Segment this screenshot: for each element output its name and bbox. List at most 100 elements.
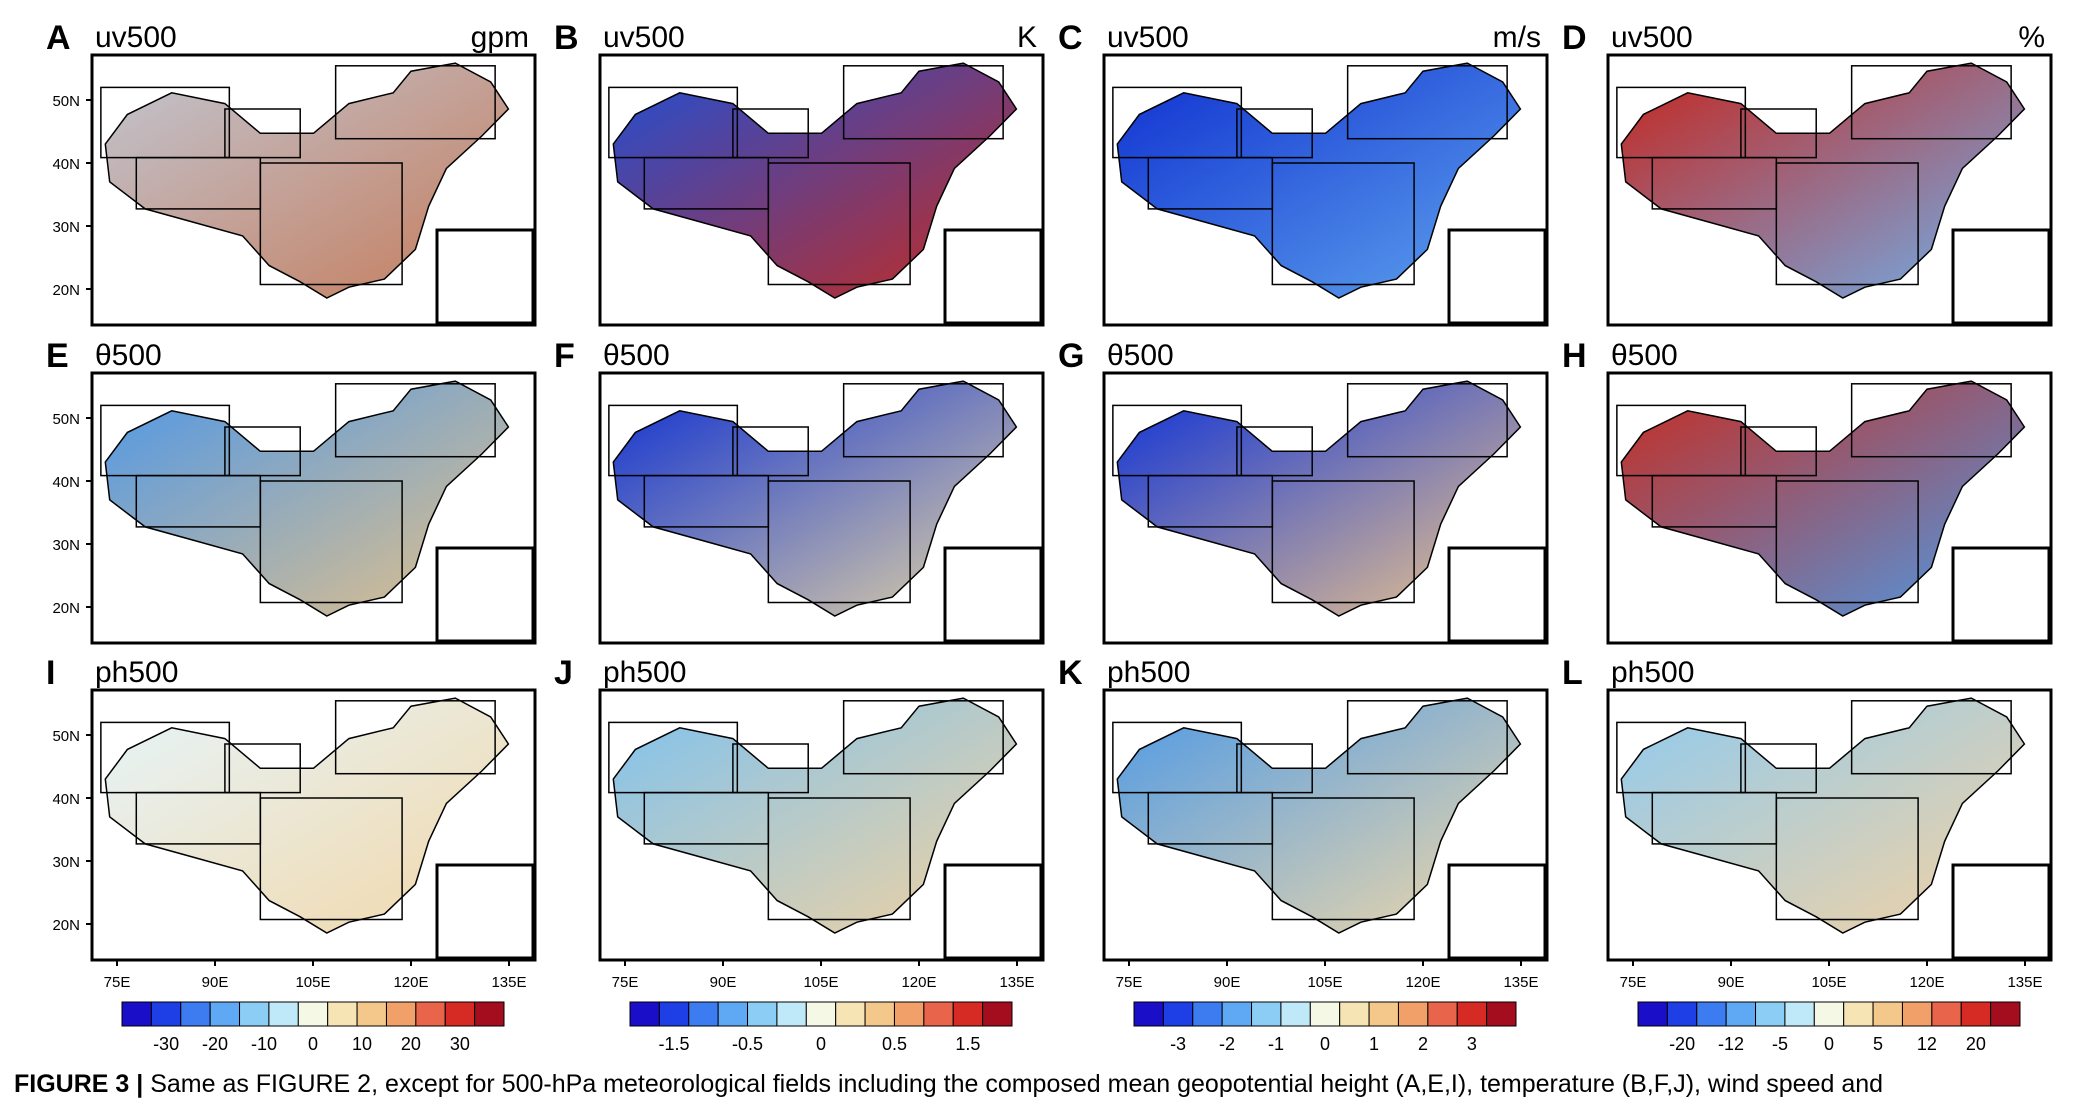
lon-label: 90E — [710, 974, 737, 991]
colorbar-label: 20 — [401, 1034, 421, 1054]
region-box — [1271, 797, 1415, 921]
lat-label: 20N — [52, 282, 80, 299]
panel-letter: G — [1058, 337, 1084, 375]
panel-letter: A — [46, 19, 71, 57]
colorbar-swatch — [1339, 1001, 1370, 1027]
colorbar-label: 5 — [1873, 1034, 1883, 1054]
colorbar-swatch — [1309, 1001, 1341, 1027]
colorbar-label: -20 — [1669, 1034, 1695, 1054]
colorbar-label: 0.5 — [882, 1034, 907, 1054]
panel-title: ph500 — [603, 656, 686, 689]
region-box — [1147, 474, 1274, 528]
colorbar-label: -1.5 — [659, 1034, 690, 1054]
colorbar-swatch — [835, 1001, 866, 1027]
colorbar-swatch — [1784, 1001, 1815, 1027]
colorbar-swatch — [1960, 1001, 1992, 1027]
map-panel-i: 50N 40N 30N 20N 75E 90E 105E 120E 135E I ph500 — [46, 654, 537, 991]
colorbar-swatch — [1843, 1001, 1874, 1027]
colorbar-swatch — [1192, 1001, 1223, 1027]
panel-letter: B — [554, 19, 579, 57]
colorbar-swatch — [385, 1001, 417, 1027]
region-box — [135, 474, 262, 528]
colorbar-label: -12 — [1718, 1034, 1744, 1054]
colorbar-swatch — [658, 1001, 690, 1027]
lon-label: 105E — [1307, 974, 1342, 991]
south-china-sea-inset — [1447, 546, 1547, 643]
region-box — [1147, 791, 1274, 845]
colorbar-swatch — [923, 1001, 954, 1027]
region-box — [1651, 474, 1778, 528]
region-box — [334, 65, 496, 140]
south-china-sea-inset — [943, 546, 1043, 643]
colorbar-label: -0.5 — [732, 1034, 763, 1054]
panel-unit: K — [1017, 21, 1037, 54]
colorbar-2: -1.5 -0.5 0 0.5 1.5 — [629, 1001, 1013, 1054]
lon-label: 120E — [1909, 974, 1944, 991]
region-box — [1775, 480, 1919, 604]
colorbar-swatch — [1990, 1001, 2021, 1027]
colorbar-swatch — [1696, 1001, 1727, 1027]
lat-label: 50N — [52, 411, 80, 428]
colorbar-label: 10 — [352, 1034, 372, 1054]
region-box — [1740, 108, 1817, 159]
south-china-sea-inset — [435, 228, 535, 325]
colorbar-label: 20 — [1966, 1034, 1986, 1054]
panel-letter: I — [46, 654, 55, 692]
colorbar-label: 2 — [1418, 1034, 1428, 1054]
china-outline — [612, 380, 1018, 617]
panel-title: ph500 — [1611, 656, 1694, 689]
lon-label: 75E — [612, 974, 639, 991]
region-box — [767, 162, 911, 286]
panel-title: ph500 — [1107, 656, 1190, 689]
panel-letter: D — [1562, 19, 1587, 57]
colorbar-swatch — [1901, 1001, 1933, 1027]
region-box — [643, 156, 770, 210]
china-outline — [104, 697, 510, 934]
lon-label: 135E — [999, 974, 1034, 991]
caption-text: Same as FIGURE 2, except for 500-hPa met… — [150, 1070, 1884, 1098]
colorbar-swatch — [805, 1001, 837, 1027]
colorbar-swatch — [776, 1001, 807, 1027]
lon-label: 75E — [1116, 974, 1143, 991]
region-box — [643, 791, 770, 845]
colorbar-swatch — [952, 1001, 984, 1027]
region-box — [334, 700, 496, 775]
south-china-sea-inset — [435, 546, 535, 643]
region-box — [842, 700, 1004, 775]
figure-caption: FIGURE 3 | Same as FIGURE 2, except for … — [14, 1068, 2064, 1100]
colorbar-swatch — [717, 1001, 749, 1027]
map-panel-e: 50N 40N 30N 20N E θ500 — [46, 337, 537, 645]
colorbar-swatch — [121, 1001, 152, 1027]
lon-label: 105E — [803, 974, 838, 991]
colorbar-swatch — [474, 1001, 505, 1027]
lat-label: 30N — [52, 537, 80, 554]
region-box — [1147, 156, 1274, 210]
panel-letter: J — [554, 654, 573, 692]
colorbar-label: -1 — [1268, 1034, 1284, 1054]
south-china-sea-inset — [1447, 863, 1547, 960]
lon-label: 90E — [1214, 974, 1241, 991]
colorbar-swatch — [150, 1001, 182, 1027]
caption-label: FIGURE 3 | — [14, 1070, 151, 1098]
lat-label: 40N — [52, 156, 80, 173]
colorbar-swatch — [268, 1001, 299, 1027]
region-box — [732, 426, 809, 477]
south-china-sea-inset — [943, 228, 1043, 325]
colorbar-swatch — [1666, 1001, 1698, 1027]
lon-label: 135E — [491, 974, 526, 991]
region-box — [732, 743, 809, 794]
colorbar-swatch — [1725, 1001, 1757, 1027]
panel-title: θ500 — [1107, 339, 1174, 372]
region-box — [732, 108, 809, 159]
region-box — [1740, 426, 1817, 477]
lat-label: 40N — [52, 791, 80, 808]
colorbar-swatch — [1755, 1001, 1786, 1027]
south-china-sea-inset — [1447, 228, 1547, 325]
panel-title: ph500 — [95, 656, 178, 689]
colorbar-swatch — [415, 1001, 446, 1027]
panel-title: θ500 — [95, 339, 162, 372]
panel-unit: m/s — [1493, 21, 1541, 54]
lon-label: 105E — [295, 974, 330, 991]
colorbar-swatch — [864, 1001, 895, 1027]
panel-title: uv500 — [603, 21, 685, 54]
